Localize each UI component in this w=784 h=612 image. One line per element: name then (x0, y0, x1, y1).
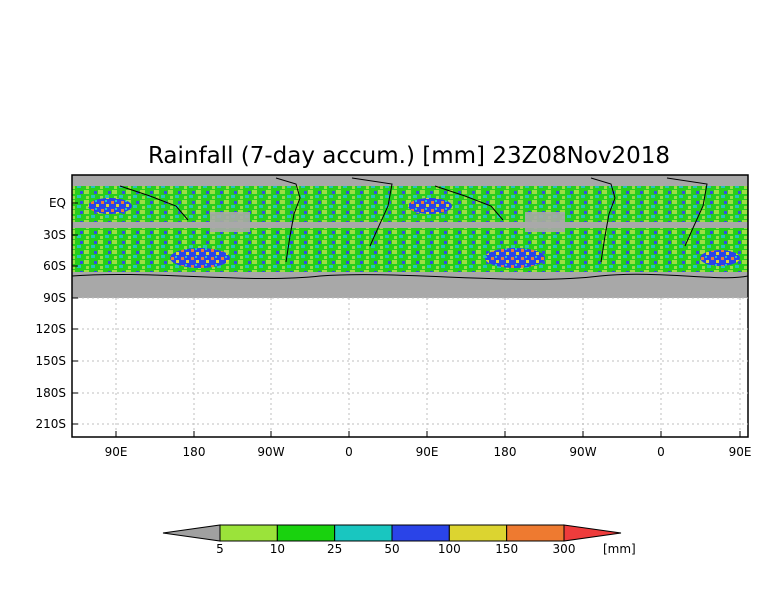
heavy-rain-cell-3 (408, 198, 452, 214)
x-tick-label: 90W (569, 445, 596, 459)
y-tick-label: 90S (43, 291, 66, 305)
legend-threshold-label: 300 (553, 542, 576, 556)
y-tick-label: 60S (43, 259, 66, 273)
y-tick-label: 30S (43, 228, 66, 242)
legend-color-box (276, 524, 336, 542)
y-tick-label: 150S (35, 354, 66, 368)
antarctica (72, 275, 748, 298)
y-tick-label: 210S (35, 417, 66, 431)
legend-color-box (334, 524, 393, 542)
legend-threshold-label: 50 (384, 542, 399, 556)
y-axis-labels: EQ 30S 60S 90S 120S 150S 180S 210S (35, 196, 78, 431)
dry-zone-2 (525, 212, 565, 232)
legend-color-box (219, 524, 278, 542)
legend-color-box (448, 524, 508, 542)
legend-lower-arrow (162, 524, 221, 542)
map-title: Rainfall (7-day accum.) [mm] 23Z08Nov201… (148, 143, 670, 169)
legend-threshold-label: 100 (438, 542, 461, 556)
heavy-rain-cell-5 (700, 250, 740, 266)
y-tick-label: 120S (35, 322, 66, 336)
heavy-rain-cell-2 (170, 248, 230, 268)
x-tick-label: 0 (345, 445, 353, 459)
plot-frame (71, 174, 749, 438)
legend-color-box (391, 524, 450, 542)
coastlines (72, 177, 748, 280)
x-tick-label: 90E (416, 445, 439, 459)
legend-threshold-label: 5 (216, 542, 224, 556)
legend-bar: 5 10 25 50 100 150 300 [mm] (162, 524, 636, 556)
x-axis-labels: 90E 180 90W 0 90E 180 90W 0 90E (105, 431, 752, 459)
x-tick-label: 180 (183, 445, 206, 459)
x-tick-label: 90W (257, 445, 284, 459)
blank-area (72, 298, 748, 437)
x-tick-label: 90E (729, 445, 752, 459)
heavy-rain-cell-4 (485, 248, 545, 268)
grid-lines (72, 297, 748, 437)
legend-threshold-label: 150 (495, 542, 518, 556)
rainfall-field (72, 175, 748, 298)
y-tick-label: 180S (35, 386, 66, 400)
dry-zone-1 (210, 212, 250, 232)
x-tick-label: 0 (657, 445, 665, 459)
x-tick-label: 90E (105, 445, 128, 459)
heavy-rain-cell-1 (88, 198, 132, 214)
rain-band-southern (72, 228, 748, 272)
y-tick-label: EQ (49, 196, 66, 210)
legend-upper-arrow (563, 524, 622, 542)
legend-threshold-label: 25 (327, 542, 342, 556)
legend-threshold-label: 10 (270, 542, 285, 556)
legend-color-box (506, 524, 565, 542)
plot-border (71, 174, 749, 438)
x-tick-label: 180 (494, 445, 517, 459)
legend-unit: [mm] (603, 542, 636, 556)
